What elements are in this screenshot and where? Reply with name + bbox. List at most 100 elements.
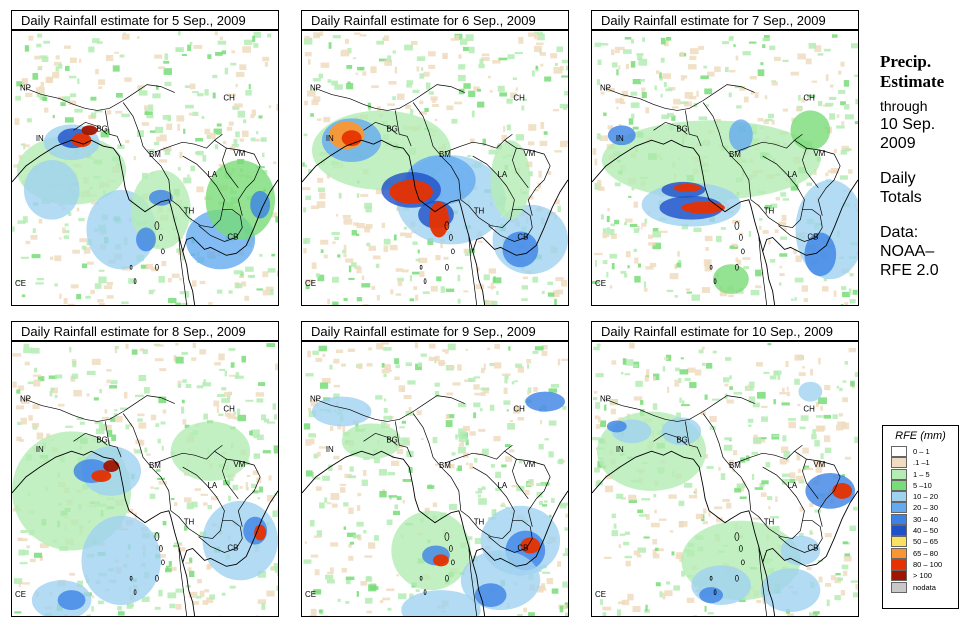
rain-speckle (201, 115, 205, 119)
rain-speckle (607, 125, 614, 130)
legend-label: > 100 (913, 571, 932, 581)
rain-speckle (55, 66, 59, 72)
rain-speckle (596, 133, 601, 140)
rain-speckle (632, 126, 639, 130)
country-border (468, 546, 478, 616)
sidebar-daily-line2: Totals (880, 189, 922, 206)
rain-speckle (318, 609, 323, 613)
rain-cell (798, 381, 823, 402)
sidebar-data-line3: RFE 2.0 (880, 262, 939, 279)
rain-speckle (381, 362, 385, 368)
rain-speckle (193, 45, 203, 49)
rain-speckle (332, 241, 336, 245)
rain-speckle (747, 418, 754, 423)
rain-speckle (781, 214, 787, 222)
rain-speckle (844, 456, 852, 460)
country-label: IN (326, 134, 334, 143)
rain-speckle (594, 252, 603, 256)
rain-speckle (206, 134, 211, 139)
country-label: IN (616, 134, 624, 143)
rain-speckle (696, 90, 699, 97)
rain-speckle (758, 218, 763, 221)
rain-speckle (419, 100, 424, 105)
rain-speckle (844, 104, 850, 110)
rain-speckle (841, 121, 845, 126)
rain-speckle (241, 281, 247, 287)
rain-speckle (397, 280, 403, 287)
rain-speckle (331, 232, 340, 235)
rain-speckle (561, 59, 568, 64)
rain-speckle (196, 385, 204, 389)
rain-speckle (610, 408, 616, 415)
rain-speckle (611, 530, 619, 537)
rain-speckle (565, 65, 568, 71)
rain-speckle (743, 265, 750, 270)
rain-speckle (357, 492, 362, 497)
rain-speckle (16, 81, 24, 87)
rain-speckle (337, 598, 341, 602)
legend-swatch (891, 479, 907, 491)
rain-speckle (150, 486, 154, 489)
rain-speckle (478, 428, 486, 432)
rain-speckle (527, 195, 534, 200)
country-border (25, 84, 175, 111)
rain-speckle (348, 507, 354, 515)
rain-speckle (704, 605, 707, 612)
rain-speckle (136, 36, 140, 39)
rain-speckle (541, 345, 548, 350)
rain-speckle (273, 161, 277, 165)
rain-speckle (406, 84, 412, 88)
rain-speckle (64, 117, 74, 123)
rain-speckle (383, 238, 391, 245)
rain-speckle (315, 486, 322, 491)
rain-cell (525, 391, 566, 412)
rain-speckle (446, 392, 453, 396)
rain-speckle (312, 477, 321, 480)
rain-speckle (781, 446, 789, 453)
rain-speckle (457, 446, 466, 454)
rain-speckle (252, 35, 256, 43)
rain-speckle (680, 357, 684, 360)
rain-speckle (473, 376, 481, 379)
rain-speckle (486, 300, 496, 305)
rain-speckle (152, 93, 161, 99)
rain-speckle (311, 262, 317, 269)
rain-speckle (773, 56, 781, 62)
rain-speckle (620, 270, 627, 274)
rain-speckle (349, 541, 355, 545)
rain-speckle (778, 221, 787, 226)
rain-speckle (28, 415, 33, 421)
rain-speckle (663, 357, 669, 360)
rain-speckle (817, 53, 824, 56)
rain-speckle (624, 218, 633, 223)
rain-speckle (93, 397, 99, 401)
rain-speckle (345, 258, 354, 263)
rain-speckle (154, 54, 163, 59)
rain-speckle (824, 102, 834, 107)
rain-speckle (729, 375, 732, 380)
rain-speckle (148, 104, 154, 111)
rain-speckle (600, 599, 604, 605)
legend-swatch (891, 570, 907, 582)
rain-speckle (609, 228, 615, 236)
rain-speckle (252, 470, 259, 475)
rain-speckle (415, 589, 420, 592)
rain-speckle (693, 615, 697, 616)
rain-speckle (848, 288, 852, 296)
rain-speckle (783, 227, 787, 231)
rain-speckle (272, 403, 277, 410)
island-outline (423, 589, 427, 595)
rain-speckle (306, 90, 316, 97)
rain-speckle (138, 422, 147, 429)
rain-speckle (491, 509, 497, 516)
rain-speckle (233, 270, 243, 275)
country-label: CB (517, 232, 528, 241)
rain-speckle (371, 85, 379, 89)
legend-label: 1 – 5 (913, 469, 930, 479)
rainfall-map: NP CH IN BG BM VM LA TH CB CE (301, 30, 569, 306)
rain-speckle (604, 404, 607, 411)
rain-speckle (320, 31, 324, 37)
rain-speckle (435, 254, 441, 261)
rain-speckle (255, 392, 265, 397)
rain-speckle (767, 343, 772, 346)
